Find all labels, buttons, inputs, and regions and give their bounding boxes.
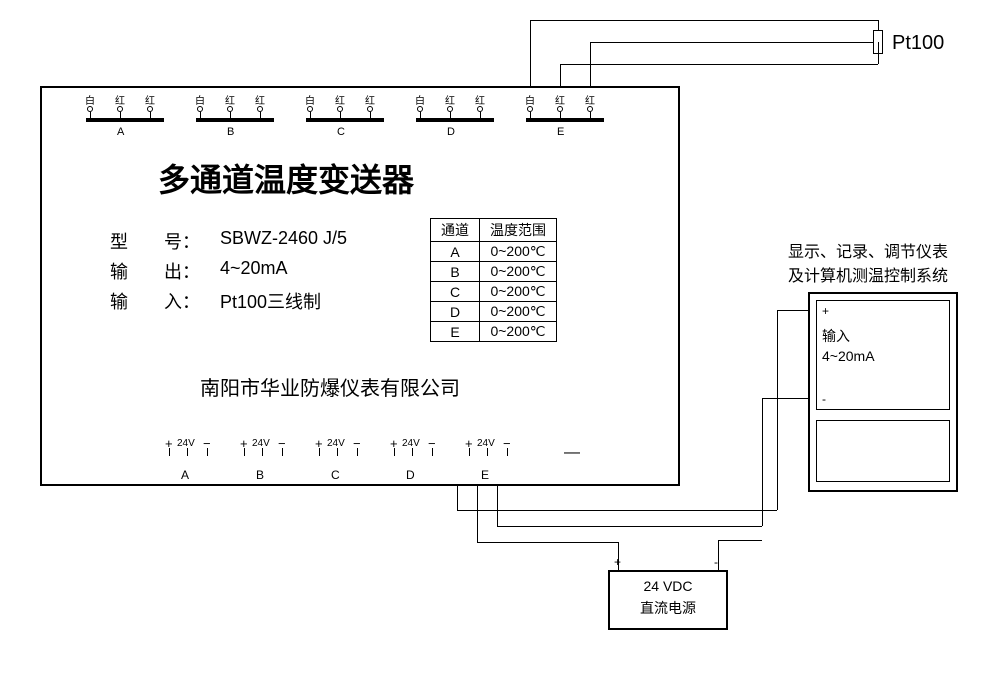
table-row: 0~200℃ (480, 262, 557, 282)
top-terminal-pin-label: 红 (145, 92, 155, 107)
top-terminal-pin-label: 白 (195, 92, 205, 107)
extra-dash: — (564, 444, 580, 462)
top-terminal-channel-label: A (117, 126, 124, 138)
table-row: 0~200℃ (480, 282, 557, 302)
pt100-label: Pt100 (892, 32, 944, 55)
psu-line1: 24 VDC (608, 578, 728, 594)
terminal-24v-label: 24V (327, 438, 345, 449)
display-caption-2: 及计算机测温控制系统 (788, 262, 948, 286)
top-terminal-pin-label: 红 (335, 92, 345, 107)
bottom-terminal-channel-label: E (481, 468, 489, 482)
input-value: Pt100三线制 (220, 288, 321, 314)
table-row: 0~200℃ (480, 242, 557, 262)
bottom-terminal-channel-label: C (331, 468, 340, 482)
top-terminal-channel-label: B (227, 126, 234, 138)
bottom-terminal-E: +24V−E (465, 442, 535, 482)
table-row: 0~200℃ (480, 322, 557, 342)
top-terminal-channel-label: C (337, 126, 345, 138)
table-header-channel: 通道 (431, 219, 480, 242)
bottom-terminal-channel-label: B (256, 468, 264, 482)
table-row: B (431, 262, 480, 282)
top-terminal-channel-label: D (447, 126, 455, 138)
terminal-24v-label: 24V (252, 438, 270, 449)
top-terminal-A: 白红红A (80, 92, 170, 132)
top-terminal-pin-label: 红 (445, 92, 455, 107)
bottom-terminal-channel-label: A (181, 468, 189, 482)
display-inner-bottom (816, 420, 950, 482)
output-label: 输 出： (110, 258, 200, 284)
top-terminal-pin-label: 红 (555, 92, 565, 107)
table-row: D (431, 302, 480, 322)
top-terminal-pin-label: 红 (365, 92, 375, 107)
display-caption-1: 显示、记录、调节仪表 (788, 238, 948, 262)
terminal-24v-label: 24V (477, 438, 495, 449)
top-terminal-pin-label: 白 (305, 92, 315, 107)
display-input-label: 输入 (822, 326, 850, 346)
table-row: E (431, 322, 480, 342)
terminal-24v-label: 24V (402, 438, 420, 449)
top-terminal-C: 白红红C (300, 92, 390, 132)
bottom-terminal-C: +24V−C (315, 442, 385, 482)
channel-range-table: 通道 温度范围 A0~200℃ B0~200℃ C0~200℃ D0~200℃ … (430, 218, 557, 342)
top-terminal-pin-label: 白 (525, 92, 535, 107)
top-terminal-E: 白红红E (520, 92, 610, 132)
top-terminal-pin-label: 红 (255, 92, 265, 107)
company-name: 南阳市华业防爆仪表有限公司 (200, 372, 460, 401)
bottom-terminal-channel-label: D (406, 468, 415, 482)
bottom-terminal-D: +24V−D (390, 442, 460, 482)
transmitter-box (40, 86, 680, 486)
output-value: 4~20mA (220, 258, 288, 279)
top-terminal-pin-label: 白 (415, 92, 425, 107)
bottom-terminal-B: +24V−B (240, 442, 310, 482)
display-plus: + (822, 304, 829, 318)
table-row: C (431, 282, 480, 302)
device-title: 多通道温度变送器 (158, 155, 414, 201)
top-terminal-B: 白红红B (190, 92, 280, 132)
display-minus: - (822, 392, 826, 406)
model-label: 型 号： (110, 228, 200, 254)
top-terminal-D: 白红红D (410, 92, 500, 132)
psu-line2: 直流电源 (608, 598, 728, 618)
top-terminal-pin-label: 白 (85, 92, 95, 107)
table-header-range: 温度范围 (480, 219, 557, 242)
terminal-24v-label: 24V (177, 438, 195, 449)
model-value: SBWZ-2460 J/5 (220, 228, 347, 249)
top-terminal-pin-label: 红 (225, 92, 235, 107)
top-terminal-pin-label: 红 (585, 92, 595, 107)
top-terminal-channel-label: E (557, 126, 564, 138)
input-label: 输 入： (110, 288, 200, 314)
bottom-terminal-A: +24V−A (165, 442, 235, 482)
top-terminal-pin-label: 红 (115, 92, 125, 107)
table-row: 0~200℃ (480, 302, 557, 322)
display-range: 4~20mA (822, 348, 875, 364)
table-row: A (431, 242, 480, 262)
top-terminal-pin-label: 红 (475, 92, 485, 107)
